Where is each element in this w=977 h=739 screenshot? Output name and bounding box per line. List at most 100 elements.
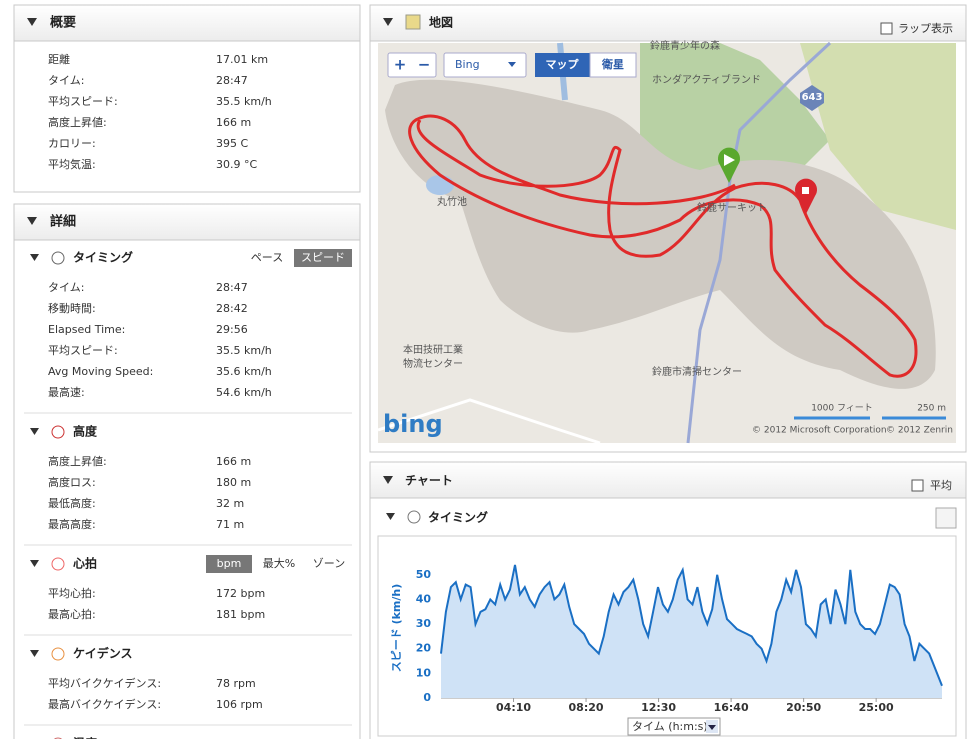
- map-label: 鈴鹿サーキット: [697, 201, 767, 214]
- panel-header: [369, 461, 967, 499]
- tab[interactable]: bpm: [217, 557, 242, 570]
- zoom-control: [387, 52, 437, 78]
- lap-toggle-label[interactable]: ラップ表示: [898, 21, 953, 35]
- field-value: 17.01 km: [216, 53, 268, 66]
- field-label: 平均気温:: [48, 157, 96, 171]
- circuit-area: [385, 79, 936, 389]
- collapse-icon[interactable]: [27, 217, 37, 225]
- provider-select[interactable]: [443, 52, 527, 78]
- map-label: 丸竹池: [437, 195, 467, 208]
- collapse-icon[interactable]: [30, 428, 39, 435]
- y-tick-label: 0: [423, 691, 431, 704]
- field-label: 距離: [48, 52, 70, 66]
- x-tick-label: 04:10: [496, 701, 531, 714]
- field-value: 395 C: [216, 137, 248, 150]
- y-tick-label: 10: [416, 666, 432, 679]
- tab[interactable]: 最大%: [263, 556, 295, 570]
- forest-area: [640, 43, 830, 200]
- field-label: 最高バイクケイデンス:: [48, 697, 161, 711]
- x-tick-label: 16:40: [714, 701, 749, 714]
- collapse-icon[interactable]: [383, 476, 393, 484]
- map-icon: [405, 14, 421, 30]
- checkbox[interactable]: [911, 479, 924, 492]
- y-tick-label: 20: [416, 642, 432, 655]
- average-toggle-label[interactable]: 平均: [930, 479, 952, 492]
- checkbox[interactable]: [880, 22, 893, 35]
- road-number: 643: [802, 92, 823, 103]
- y-axis-label: スピード (km/h): [390, 584, 403, 673]
- field-value: 35.5 km/h: [216, 95, 272, 108]
- route: [408, 114, 918, 378]
- field-value: 28:42: [216, 302, 248, 315]
- field-value: 166 m: [216, 455, 251, 468]
- x-tick-label: 20:50: [786, 701, 821, 714]
- field-value: 35.5 km/h: [216, 344, 272, 357]
- section-title: タイミング: [73, 250, 133, 265]
- field-value: 172 bpm: [216, 587, 265, 600]
- map-tab[interactable]: [535, 53, 590, 77]
- satellite-tab[interactable]: [589, 52, 637, 78]
- field-label: 移動時間:: [48, 301, 96, 315]
- pond: [426, 175, 454, 195]
- line: [440, 564, 943, 687]
- field-label: 高度上昇値:: [48, 454, 107, 468]
- section-icon: [51, 251, 65, 265]
- scale-label: 1000 フィート: [811, 404, 873, 414]
- field-label: 平均スピード:: [48, 344, 118, 357]
- collapse-icon[interactable]: [386, 513, 395, 520]
- field-label: 最高速:: [48, 385, 85, 399]
- road-shield: [800, 85, 824, 111]
- end-pin[interactable]: [795, 178, 817, 214]
- field-label: タイム:: [48, 281, 85, 294]
- copyright: © 2012 Microsoft Corporation: [752, 426, 887, 436]
- map-label: 鈴鹿青少年の森: [650, 39, 720, 52]
- map-label: 鈴鹿市清掃センター: [652, 365, 742, 378]
- collapse-icon[interactable]: [30, 254, 39, 261]
- x-axis-select[interactable]: [627, 717, 721, 736]
- field-value: 32 m: [216, 497, 244, 510]
- field-label: タイム:: [48, 74, 85, 87]
- panel-title: 詳細: [50, 214, 76, 230]
- tab-selected[interactable]: [294, 249, 352, 267]
- tab-label: マップ: [546, 57, 580, 71]
- field-label: 平均心拍:: [48, 586, 96, 600]
- y-tick-label: 40: [416, 592, 432, 605]
- tab-selected[interactable]: [206, 555, 252, 573]
- y-tick-label: 50: [416, 568, 432, 581]
- panel-title: チャート: [405, 474, 453, 488]
- field-value: 54.6 km/h: [216, 386, 272, 399]
- road: [377, 398, 601, 445]
- panel-title: 概要: [50, 15, 76, 31]
- end-pin-icon: [802, 187, 809, 194]
- field-value: 71 m: [216, 518, 244, 531]
- map[interactable]: 643 + − Bing マップ 衛星 bing 1000 フィート 250 m…: [377, 39, 956, 445]
- x-tick-label: 08:20: [569, 701, 604, 714]
- field-value: 180 m: [216, 476, 251, 489]
- tab[interactable]: ゾーン: [313, 557, 345, 570]
- field-value: 78 rpm: [216, 677, 256, 690]
- start-pin[interactable]: [718, 147, 740, 183]
- zoom-out-button[interactable]: −: [418, 56, 431, 74]
- panel-header: [13, 203, 361, 241]
- map-label: 物流センター: [403, 357, 463, 370]
- tab[interactable]: スピード: [301, 251, 345, 264]
- collapse-icon[interactable]: [30, 560, 39, 567]
- collapse-icon[interactable]: [383, 18, 393, 26]
- section-icon: [51, 557, 65, 571]
- expand-button[interactable]: [935, 507, 957, 529]
- section-title: 高度: [73, 424, 98, 439]
- field-value: 28:47: [216, 281, 248, 294]
- y-tick-label: 30: [416, 617, 432, 630]
- provider-label: Bing: [455, 58, 480, 71]
- field-value: 106 rpm: [216, 698, 263, 711]
- field-label: Elapsed Time:: [48, 323, 125, 336]
- copyright: © 2012 Zenrin: [886, 426, 953, 436]
- start-pin-icon: [724, 154, 735, 166]
- collapse-icon[interactable]: [27, 18, 37, 26]
- collapse-icon[interactable]: [30, 650, 39, 657]
- field-value: 166 m: [216, 116, 251, 129]
- tab[interactable]: ペース: [251, 251, 283, 264]
- zoom-in-button[interactable]: +: [394, 56, 407, 74]
